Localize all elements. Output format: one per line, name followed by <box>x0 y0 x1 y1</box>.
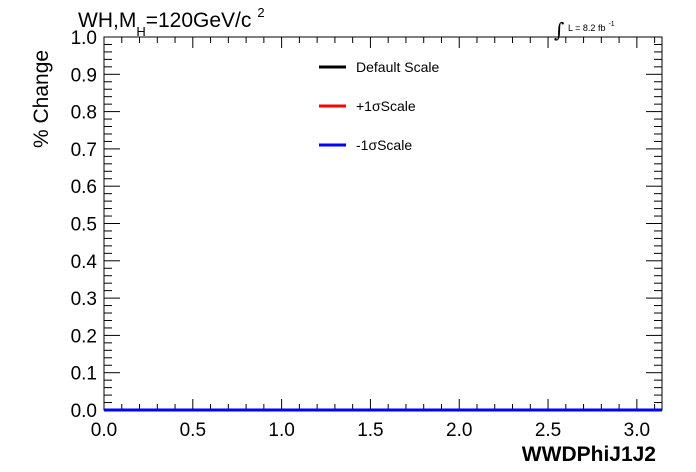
legend-label: -1σScale <box>356 137 412 153</box>
axis-ticks <box>103 36 662 411</box>
x-tick-label: 2.0 <box>446 420 472 441</box>
x-tick-label: 1.0 <box>268 420 294 441</box>
y-tick-label: 0.4 <box>71 252 98 273</box>
y-tick-label: 1.0 <box>71 28 97 49</box>
x-axis-label: WWDPhiJ1J2 <box>522 443 656 466</box>
y-tick-label: 0.5 <box>71 215 97 236</box>
lumi-integral-sign: ∫ <box>554 18 564 42</box>
y-tick-label: 0.7 <box>71 140 97 161</box>
y-tick-label: 0.6 <box>71 177 97 198</box>
y-tick-labels: 0.0 0.1 0.2 0.3 0.4 0.5 0.6 0.7 0.8 0.9 1.0 <box>71 28 98 422</box>
legend: Default Scale +1σScale -1σScale <box>319 59 439 153</box>
x-tick-labels: 0.0 0.5 1.0 1.5 2.0 2.5 3.0 <box>91 420 650 441</box>
y-tick-label: 0.0 <box>71 401 97 422</box>
plot-frame <box>103 36 663 411</box>
legend-label: +1σScale <box>356 98 416 114</box>
y-tick-label: 0.2 <box>71 326 97 347</box>
x-tick-label: 1.5 <box>357 420 383 441</box>
chart-title: WH,MH=120GeV/c 2 <box>78 5 265 39</box>
y-tick-label: 0.9 <box>71 65 97 86</box>
y-tick-label: 0.3 <box>71 289 97 310</box>
legend-label: Default Scale <box>356 59 439 75</box>
x-tick-label: 0.0 <box>91 420 117 441</box>
y-tick-label: 0.1 <box>71 364 97 385</box>
y-axis-label: % Change <box>30 50 53 148</box>
x-tick-label: 3.0 <box>624 420 650 441</box>
lumi-label: L = 8.2 fb -1 <box>568 21 615 33</box>
y-tick-label: 0.8 <box>71 103 97 124</box>
x-tick-label: 2.5 <box>535 420 561 441</box>
x-tick-label: 0.5 <box>180 420 206 441</box>
